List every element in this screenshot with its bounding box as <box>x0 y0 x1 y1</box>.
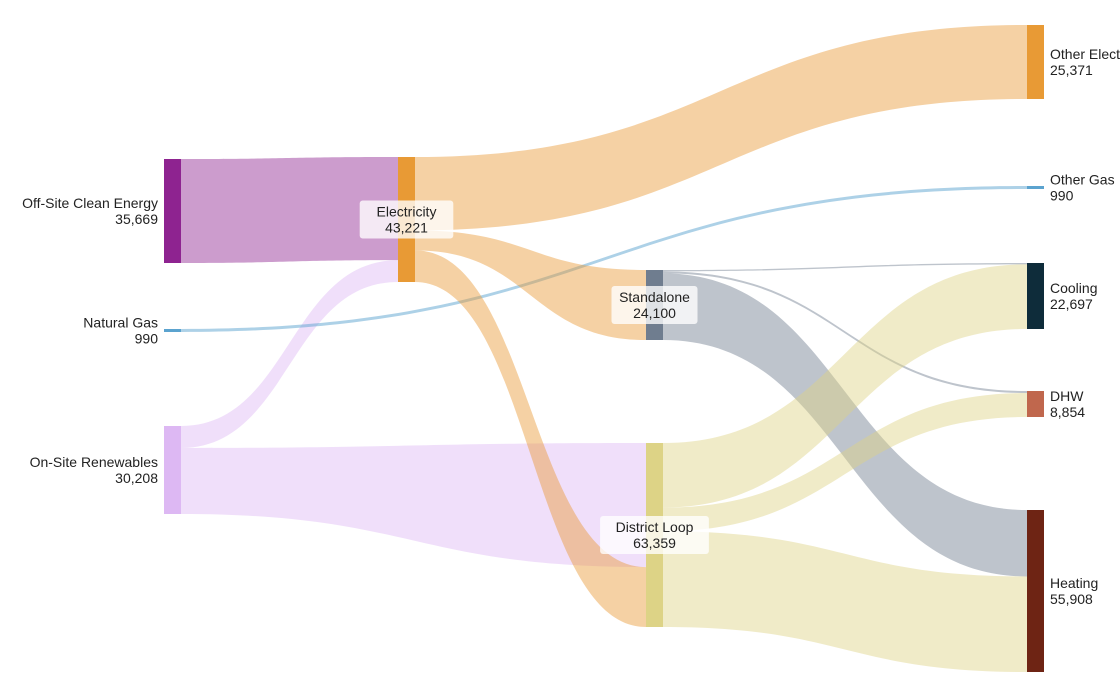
node-dhw[interactable] <box>1027 391 1044 417</box>
node-otherelec[interactable] <box>1027 25 1044 99</box>
node-value-dhw: 8,854 <box>1050 404 1085 420</box>
node-label-otherelec: Other Electricity25,371 <box>1050 46 1120 78</box>
link-standalone-to-dhw[interactable] <box>663 271 1027 394</box>
links-layer <box>181 25 1027 672</box>
link-electricity-to-standalone[interactable] <box>415 230 646 340</box>
node-name-dhw: DHW <box>1050 388 1084 404</box>
node-value-heating: 55,908 <box>1050 591 1093 607</box>
node-gas[interactable] <box>164 329 181 332</box>
node-value-standalone: 24,100 <box>633 305 676 321</box>
link-offsite-to-electricity[interactable] <box>181 157 398 263</box>
node-name-electricity: Electricity <box>377 204 437 220</box>
link-district-to-cooling[interactable] <box>663 264 1027 508</box>
node-heating[interactable] <box>1027 510 1044 672</box>
link-standalone-to-heating[interactable] <box>663 273 1027 577</box>
node-value-otherelec: 25,371 <box>1050 62 1093 78</box>
label-box-standalone <box>611 286 698 324</box>
node-name-cooling: Cooling <box>1050 280 1097 296</box>
node-name-district: District Loop <box>616 519 694 535</box>
link-onsite-to-district[interactable] <box>181 443 646 568</box>
node-value-gas: 990 <box>135 331 159 347</box>
node-name-heating: Heating <box>1050 575 1098 591</box>
node-value-district: 63,359 <box>633 535 676 551</box>
link-onsite-to-electricity[interactable] <box>181 260 398 448</box>
node-name-otherelec: Other Electricity <box>1050 46 1120 62</box>
link-electricity-to-district[interactable] <box>415 250 646 627</box>
nodes-layer <box>164 25 1044 672</box>
node-onsite[interactable] <box>164 426 181 514</box>
node-value-offsite: 35,669 <box>115 211 158 227</box>
node-value-othergas: 990 <box>1050 188 1074 204</box>
node-name-gas: Natural Gas <box>83 315 158 331</box>
node-offsite[interactable] <box>164 159 181 263</box>
label-box-electricity <box>359 200 454 239</box>
node-value-cooling: 22,697 <box>1050 296 1093 312</box>
link-district-to-heating[interactable] <box>663 531 1027 672</box>
link-district-to-dhw[interactable] <box>663 393 1027 532</box>
node-name-standalone: Standalone <box>619 289 690 305</box>
node-value-electricity: 43,221 <box>385 220 428 236</box>
node-name-offsite: Off-Site Clean Energy <box>22 195 158 211</box>
label-box-district <box>600 516 709 554</box>
link-gas-to-othergas[interactable] <box>181 186 1027 332</box>
link-electricity-to-otherelec[interactable] <box>415 25 1027 231</box>
link-standalone-to-cooling[interactable] <box>663 263 1027 272</box>
node-name-onsite: On-Site Renewables <box>30 454 158 470</box>
node-cooling[interactable] <box>1027 263 1044 329</box>
node-value-onsite: 30,208 <box>115 470 158 486</box>
node-othergas[interactable] <box>1027 186 1044 189</box>
node-name-othergas: Other Gas <box>1050 172 1115 188</box>
